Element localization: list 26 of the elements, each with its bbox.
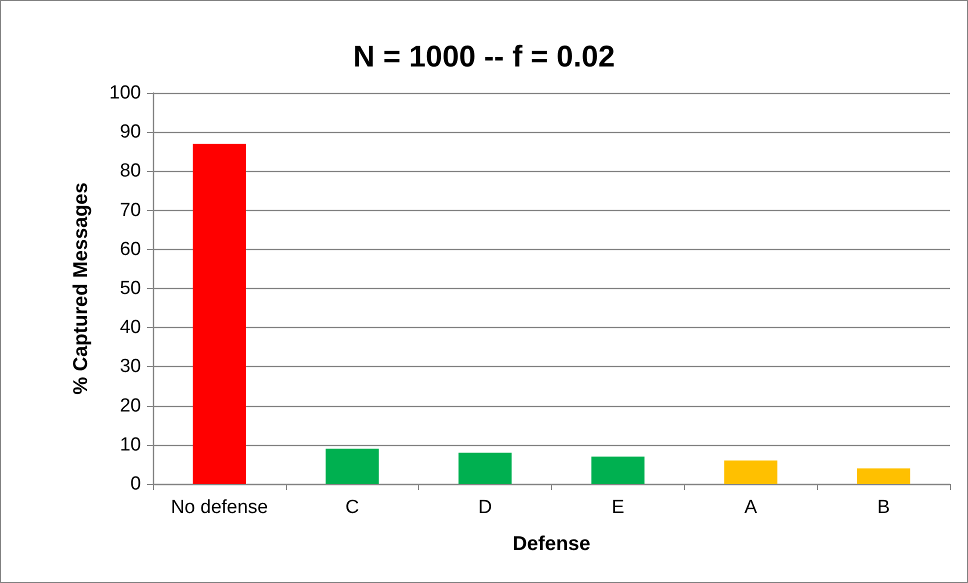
y-tick-label: 20 <box>120 395 141 416</box>
y-tick-label: 100 <box>109 82 141 104</box>
x-tick-label: No defense <box>170 497 268 518</box>
y-tick-label: 80 <box>120 160 141 182</box>
bar <box>857 468 910 484</box>
y-tick-label: 10 <box>120 434 141 456</box>
y-tick-label: 30 <box>120 356 141 378</box>
x-tick-label: C <box>345 497 360 518</box>
bar <box>724 460 778 484</box>
y-tick-label: 70 <box>120 200 141 221</box>
x-tick-label: E <box>612 497 624 518</box>
x-tick-label: D <box>478 497 492 518</box>
y-tick-label: 40 <box>120 317 141 338</box>
y-tick-label: 90 <box>120 122 141 143</box>
bar <box>591 456 644 484</box>
bar <box>192 144 246 484</box>
x-axis-title: Defense <box>512 533 590 555</box>
chart-title: N = 1000 -- f = 0.02 <box>353 40 615 74</box>
x-tick-label: A <box>744 497 758 518</box>
y-tick-label: 60 <box>120 238 141 260</box>
bar <box>326 448 379 484</box>
y-axis-title: % Captured Messages <box>70 182 92 395</box>
y-tick-label: 0 <box>130 474 141 494</box>
x-tick-label: B <box>877 497 890 518</box>
y-tick-label: 50 <box>120 278 141 299</box>
bar <box>458 452 512 484</box>
